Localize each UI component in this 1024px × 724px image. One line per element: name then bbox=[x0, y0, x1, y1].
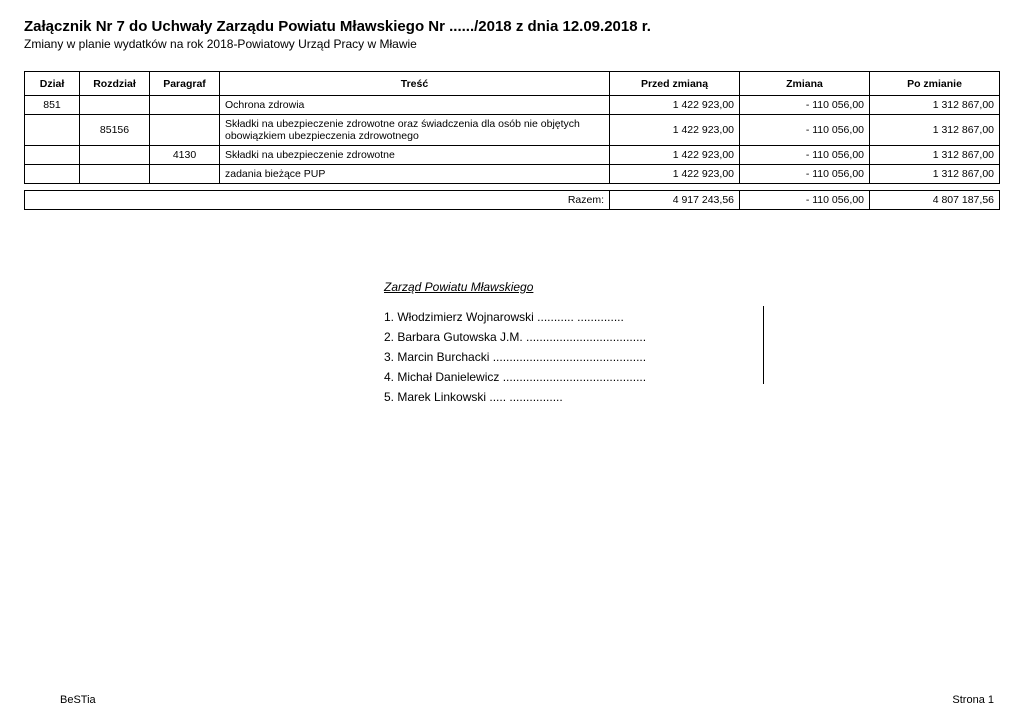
col-po: Po zmianie bbox=[870, 72, 1000, 96]
cell-przed: 1 422 923,00 bbox=[610, 115, 740, 146]
signature-divider bbox=[763, 306, 764, 384]
col-tresc: Treść bbox=[220, 72, 610, 96]
cell-tresc: zadania bieżące PUP bbox=[220, 165, 610, 184]
cell-tresc: Składki na ubezpieczenie zdrowotne bbox=[220, 146, 610, 165]
footer-right: Strona 1 bbox=[952, 694, 994, 706]
cell-dzial bbox=[25, 115, 80, 146]
budget-table: Dział Rozdział Paragraf Treść Przed zmia… bbox=[24, 71, 1000, 210]
cell-zmiana: - 110 056,00 bbox=[740, 146, 870, 165]
signatures-title: Zarząd Powiatu Mławskiego bbox=[384, 280, 764, 294]
cell-paragraf bbox=[150, 115, 220, 146]
cell-przed: 1 422 923,00 bbox=[610, 96, 740, 115]
cell-dzial bbox=[25, 165, 80, 184]
table-row: 851 Ochrona zdrowia 1 422 923,00 - 110 0… bbox=[25, 96, 1000, 115]
table-header-row: Dział Rozdział Paragraf Treść Przed zmia… bbox=[25, 72, 1000, 96]
table-row: zadania bieżące PUP 1 422 923,00 - 110 0… bbox=[25, 165, 1000, 184]
cell-tresc: Składki na ubezpieczenie zdrowotne oraz … bbox=[220, 115, 610, 146]
cell-po: 1 312 867,00 bbox=[870, 115, 1000, 146]
signature-line: 3. Marcin Burchacki ....................… bbox=[384, 348, 756, 366]
razem-przed: 4 917 243,56 bbox=[610, 191, 740, 210]
cell-rozdzial bbox=[80, 146, 150, 165]
cell-tresc: Ochrona zdrowia bbox=[220, 96, 610, 115]
signature-line: 2. Barbara Gutowska J.M. ...............… bbox=[384, 328, 756, 346]
signatures-container: 1. Włodzimierz Wojnarowski ........... .… bbox=[384, 308, 764, 406]
cell-po: 1 312 867,00 bbox=[870, 96, 1000, 115]
cell-dzial bbox=[25, 146, 80, 165]
signatures-block: Zarząd Powiatu Mławskiego 1. Włodzimierz… bbox=[384, 280, 764, 406]
table-row: 85156 Składki na ubezpieczenie zdrowotne… bbox=[25, 115, 1000, 146]
cell-po: 1 312 867,00 bbox=[870, 146, 1000, 165]
cell-paragraf bbox=[150, 96, 220, 115]
cell-przed: 1 422 923,00 bbox=[610, 146, 740, 165]
cell-rozdzial bbox=[80, 165, 150, 184]
signature-line: 1. Włodzimierz Wojnarowski ........... .… bbox=[384, 308, 756, 326]
doc-title: Załącznik Nr 7 do Uchwały Zarządu Powiat… bbox=[24, 18, 1000, 35]
doc-subtitle: Zmiany w planie wydatków na rok 2018-Pow… bbox=[24, 37, 1000, 51]
razem-label: Razem: bbox=[25, 191, 610, 210]
col-zmiana: Zmiana bbox=[740, 72, 870, 96]
cell-rozdzial bbox=[80, 96, 150, 115]
cell-zmiana: - 110 056,00 bbox=[740, 96, 870, 115]
spacer-row bbox=[25, 184, 1000, 191]
cell-dzial: 851 bbox=[25, 96, 80, 115]
footer-left: BeSTia bbox=[60, 694, 96, 706]
cell-zmiana: - 110 056,00 bbox=[740, 115, 870, 146]
table-row: 4130 Składki na ubezpieczenie zdrowotne … bbox=[25, 146, 1000, 165]
razem-zmiana: - 110 056,00 bbox=[740, 191, 870, 210]
col-paragraf: Paragraf bbox=[150, 72, 220, 96]
col-rozdzial: Rozdział bbox=[80, 72, 150, 96]
col-przed: Przed zmianą bbox=[610, 72, 740, 96]
cell-przed: 1 422 923,00 bbox=[610, 165, 740, 184]
signature-line: 5. Marek Linkowski ..... ...............… bbox=[384, 388, 756, 406]
cell-paragraf: 4130 bbox=[150, 146, 220, 165]
signature-line: 4. Michał Danielewicz ..................… bbox=[384, 368, 756, 386]
cell-paragraf bbox=[150, 165, 220, 184]
col-dzial: Dział bbox=[25, 72, 80, 96]
cell-zmiana: - 110 056,00 bbox=[740, 165, 870, 184]
razem-po: 4 807 187,56 bbox=[870, 191, 1000, 210]
footer: BeSTia Strona 1 bbox=[60, 694, 994, 706]
cell-po: 1 312 867,00 bbox=[870, 165, 1000, 184]
razem-row: Razem: 4 917 243,56 - 110 056,00 4 807 1… bbox=[25, 191, 1000, 210]
cell-rozdzial: 85156 bbox=[80, 115, 150, 146]
